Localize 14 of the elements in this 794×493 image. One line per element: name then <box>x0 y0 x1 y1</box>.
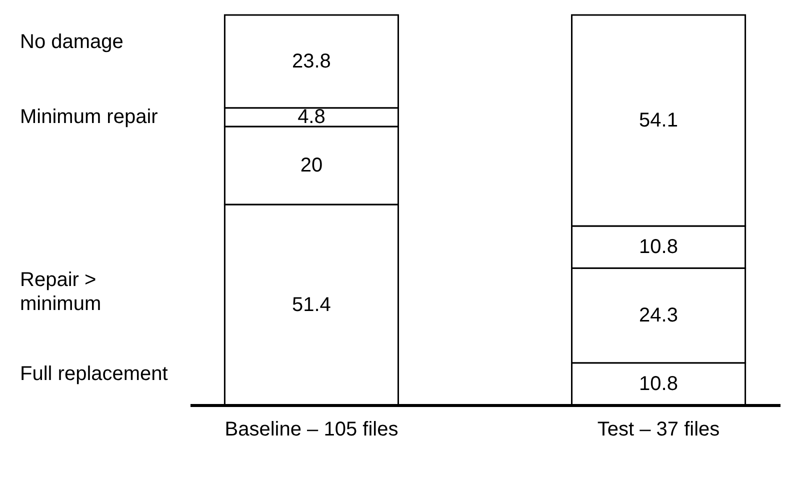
data-label: 23.8 <box>292 50 331 72</box>
data-label: 54.1 <box>639 109 678 132</box>
text: Full replacement <box>20 362 169 386</box>
data-label: 51.4 <box>292 294 331 316</box>
x-tick-label: Test – 37 files <box>597 418 720 440</box>
text: Minimum repair <box>20 105 159 129</box>
data-label: 24.3 <box>639 304 678 326</box>
x-tick-label: Baseline – 105 files <box>224 418 398 440</box>
data-label: 4.8 <box>298 106 326 128</box>
data-label: 20 <box>300 154 323 177</box>
data-label: 10.8 <box>639 236 678 258</box>
text: No damage <box>20 30 124 54</box>
data-label: 10.8 <box>639 372 678 395</box>
text: Repair > minimum <box>20 268 102 316</box>
